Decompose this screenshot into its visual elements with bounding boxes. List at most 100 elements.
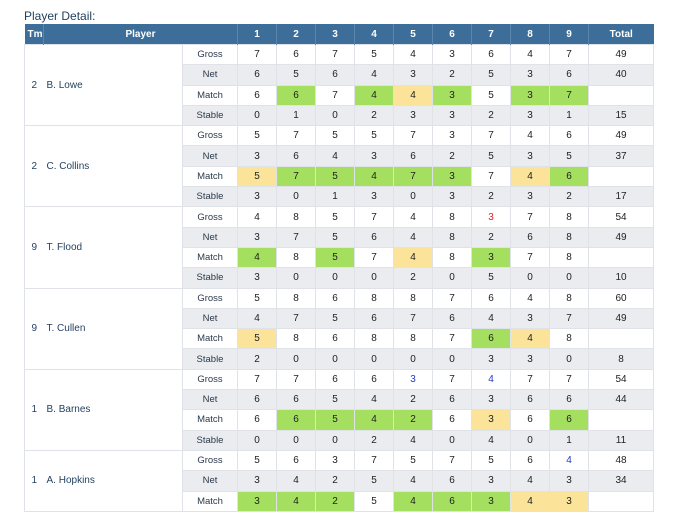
hole-score-cell: 6: [432, 409, 472, 431]
score-type-label: Gross: [182, 368, 238, 391]
hole-score-cell: 7: [510, 246, 550, 269]
hole-score-cell: 0: [510, 267, 550, 289]
total-score-cell: 11: [588, 429, 654, 451]
column-header-hole-6[interactable]: 6: [432, 24, 472, 45]
player-name[interactable]: A. Hopkins: [43, 449, 183, 512]
hole-score-cell: 5: [354, 43, 394, 66]
hole-score-cell: 5: [315, 226, 355, 248]
hole-score-cell: 6: [315, 287, 355, 309]
hole-score-cell: 0: [315, 267, 355, 289]
hole-score-cell: 4: [393, 206, 433, 228]
column-header-hole-1[interactable]: 1: [237, 24, 277, 45]
hole-score-cell: 3: [432, 84, 472, 106]
table-row: Net 3 4 2 5 4 6 3 4 3 34: [25, 470, 654, 492]
total-score-cell: 34: [588, 470, 654, 492]
hole-score-cell: 6: [315, 328, 355, 350]
hole-score-cell: 3: [510, 84, 550, 106]
hole-score-cell: 4: [393, 490, 433, 512]
hole-score-cell: 2: [471, 104, 511, 127]
hole-score-cell: 8: [432, 226, 472, 248]
column-header-total[interactable]: Total: [588, 24, 654, 45]
hole-score-cell: 0: [276, 186, 316, 208]
hole-score-cell: 6: [276, 43, 316, 66]
hole-score-cell: 8: [549, 206, 589, 228]
table-row: Match 5 7 5 4 7 3 7 4 6: [25, 165, 654, 188]
hole-score-cell: 2: [549, 186, 589, 208]
hole-score-cell: 7: [276, 125, 316, 147]
column-header-hole-3[interactable]: 3: [315, 24, 355, 45]
hole-score-cell: 5: [315, 165, 355, 188]
hole-score-cell: 3: [471, 470, 511, 492]
hole-score-cell: 6: [315, 64, 355, 86]
total-score-cell: 17: [588, 186, 654, 208]
hole-score-cell: 2: [471, 186, 511, 208]
hole-score-cell: 5: [237, 165, 277, 188]
hole-score-cell: 2: [354, 429, 394, 451]
table-row: Stable 3 0 0 0 2 0 5 0 0 10: [25, 267, 654, 289]
player-name[interactable]: B. Barnes: [43, 368, 183, 451]
score-type-label: Match: [182, 246, 238, 269]
hole-score-cell: 3: [315, 449, 355, 472]
table-row: 1 B. Barnes Gross 7 7 6 6 3 7 4 7 7 54: [24, 368, 654, 451]
total-score-cell: 44: [588, 389, 654, 411]
hole-score-cell: 2: [393, 409, 433, 431]
score-type-label: Gross: [182, 43, 238, 66]
hole-score-cell: 0: [432, 348, 472, 370]
hole-score-cell: 5: [237, 449, 277, 472]
column-header-hole-4[interactable]: 4: [354, 24, 394, 45]
column-header-hole-2[interactable]: 2: [276, 24, 316, 45]
hole-score-cell: 6: [237, 409, 277, 431]
column-header-hole-7[interactable]: 7: [471, 24, 511, 45]
hole-score-cell: 3: [510, 64, 550, 86]
hole-score-cell: 7: [432, 328, 472, 350]
column-header-hole-8[interactable]: 8: [510, 24, 550, 45]
table-row: 1 A. Hopkins Gross 5 6 3 7 5 7 5 6 4 48: [24, 449, 654, 512]
hole-score-cell: 6: [549, 64, 589, 86]
hole-score-cell: 4: [510, 328, 550, 350]
hole-score-cell: 8: [276, 328, 316, 350]
hole-score-cell: 5: [354, 125, 394, 147]
hole-score-cell: 5: [471, 64, 511, 86]
hole-score-cell: 1: [315, 186, 355, 208]
hole-score-cell: 7: [549, 307, 589, 330]
hole-score-cell: 0: [393, 348, 433, 370]
player-name[interactable]: C. Collins: [43, 125, 183, 208]
hole-score-cell: 4: [354, 165, 394, 188]
hole-score-cell: 4: [354, 64, 394, 86]
hole-score-cell: 7: [315, 84, 355, 106]
player-name[interactable]: T. Cullen: [43, 287, 183, 370]
hole-score-cell: 6: [432, 307, 472, 330]
table-row: Net 3 7 5 6 4 8 2 6 8 49: [25, 226, 654, 248]
column-header-player[interactable]: Player: [43, 24, 238, 45]
hole-score-cell: 8: [276, 246, 316, 269]
player-name[interactable]: T. Flood: [43, 206, 183, 289]
hole-score-cell: 6: [510, 409, 550, 431]
column-header-hole-5[interactable]: 5: [393, 24, 433, 45]
team-number: 1: [24, 368, 44, 451]
score-type-label: Stable: [182, 267, 238, 289]
team-number: 1: [24, 449, 44, 512]
hole-score-cell: 4: [276, 470, 316, 492]
table-row: Net 4 7 5 6 7 6 4 3 7 49: [25, 307, 654, 330]
hole-score-cell: 4: [510, 165, 550, 188]
hole-score-cell: 4: [393, 429, 433, 451]
total-score-cell: 10: [588, 267, 654, 289]
player-name[interactable]: B. Lowe: [43, 43, 183, 127]
hole-score-cell: 2: [471, 226, 511, 248]
hole-score-cell: 5: [315, 307, 355, 330]
player-detail-table-wrapper: Tm Player 1 2 3 4 5 6 7 8 9 Total 2 B. Lo…: [24, 24, 654, 512]
hole-score-cell: 6: [237, 84, 277, 106]
hole-score-cell: 2: [315, 470, 355, 492]
total-score-cell: 37: [588, 145, 654, 167]
table-row: Match 6 6 7 4 4 3 5 3 7: [25, 84, 654, 106]
score-type-label: Stable: [182, 348, 238, 370]
total-score-cell: 48: [588, 449, 654, 472]
score-type-label: Net: [182, 470, 238, 492]
column-header-tm[interactable]: Tm: [24, 24, 44, 45]
score-type-label: Match: [182, 328, 238, 350]
score-type-label: Net: [182, 64, 238, 86]
column-header-hole-9[interactable]: 9: [549, 24, 589, 45]
hole-score-cell: 4: [354, 409, 394, 431]
hole-score-cell: 2: [393, 389, 433, 411]
hole-score-cell: 0: [315, 429, 355, 451]
